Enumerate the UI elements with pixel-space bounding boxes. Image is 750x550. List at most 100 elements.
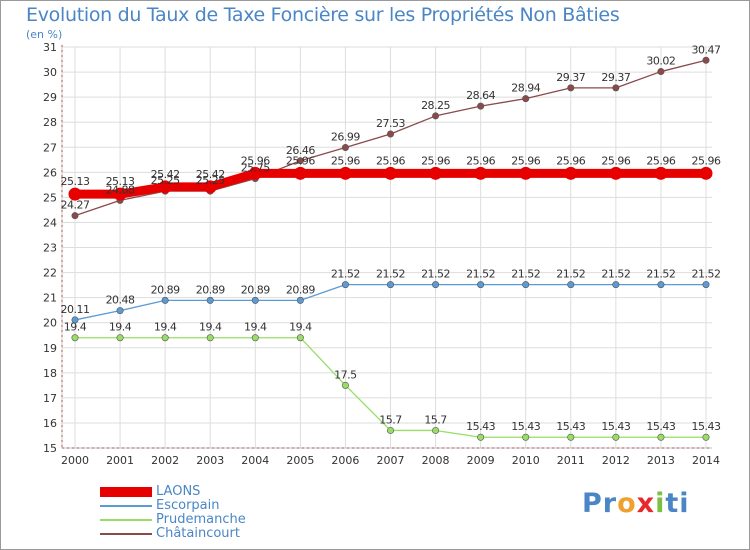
data-label-prudemanche: 15.43 — [466, 420, 495, 433]
legend-label-escorpain: Escorpain — [156, 498, 220, 513]
proxiti-logo: Proxiti — [582, 488, 690, 519]
y-tick-label: 30 — [43, 66, 57, 79]
data-point-chataincourt — [657, 68, 665, 76]
data-point-prudemanche — [71, 334, 79, 342]
data-label-prudemanche: 15.7 — [424, 413, 447, 426]
data-label-escorpain: 21.52 — [556, 268, 585, 281]
data-point-chataincourt — [702, 56, 710, 64]
data-point-laons — [654, 166, 668, 180]
data-label-chataincourt: 25.25 — [151, 174, 180, 187]
data-point-escorpain — [702, 281, 710, 289]
data-label-prudemanche: 19.4 — [109, 321, 132, 334]
data-point-laons — [429, 166, 443, 180]
data-point-prudemanche — [477, 433, 485, 441]
data-point-prudemanche — [702, 433, 710, 441]
data-point-prudemanche — [341, 381, 349, 389]
x-tick-label: 2014 — [692, 454, 720, 467]
legend-item-laons: LAONS — [100, 485, 246, 499]
data-label-escorpain: 21.52 — [466, 268, 495, 281]
data-point-chataincourt — [477, 102, 485, 110]
data-point-laons — [564, 166, 578, 180]
y-tick-label: 17 — [43, 392, 57, 405]
data-point-chataincourt — [386, 130, 394, 138]
data-point-chataincourt — [71, 212, 79, 220]
logo-part: x — [636, 488, 656, 519]
x-tick-label: 2009 — [467, 454, 495, 467]
data-point-chataincourt — [612, 84, 620, 92]
data-label-prudemanche: 19.4 — [154, 321, 177, 334]
data-point-prudemanche — [612, 433, 620, 441]
legend-swatch-prudemanche — [100, 519, 152, 521]
data-label-chataincourt: 28.25 — [421, 99, 450, 112]
data-label-laons: 25.96 — [286, 154, 315, 167]
data-label-chataincourt: 26.46 — [286, 144, 315, 157]
logo-part: ti — [665, 488, 690, 519]
data-label-chataincourt: 25.75 — [241, 162, 270, 175]
data-point-escorpain — [477, 281, 485, 289]
legend-swatch-chataincourt — [100, 533, 152, 535]
data-label-laons: 25.42 — [151, 168, 180, 181]
x-tick-label: 2008 — [422, 454, 450, 467]
y-tick-label: 28 — [43, 116, 57, 129]
y-tick-label: 21 — [43, 292, 57, 305]
data-point-laons — [609, 166, 623, 180]
legend-swatch-escorpain — [100, 505, 152, 507]
data-point-escorpain — [612, 281, 620, 289]
logo-part: o — [617, 488, 637, 519]
data-point-escorpain — [161, 296, 169, 304]
data-point-escorpain — [657, 281, 665, 289]
data-label-escorpain: 20.89 — [286, 283, 315, 296]
x-tick-label: 2002 — [151, 454, 179, 467]
legend-item-chataincourt: Châtaincourt — [100, 527, 246, 541]
data-point-laons — [248, 166, 262, 180]
data-label-prudemanche: 15.43 — [646, 420, 675, 433]
x-tick-label: 2011 — [557, 454, 585, 467]
data-point-prudemanche — [206, 334, 214, 342]
y-tick-label: 22 — [43, 267, 57, 280]
x-tick-label: 2001 — [106, 454, 134, 467]
data-label-laons: 25.96 — [692, 154, 721, 167]
data-label-prudemanche: 15.7 — [379, 413, 402, 426]
data-label-laons: 25.13 — [61, 175, 90, 188]
data-point-prudemanche — [116, 334, 124, 342]
y-tick-label: 29 — [43, 91, 57, 104]
data-point-escorpain — [71, 316, 79, 324]
data-label-chataincourt: 24.88 — [106, 183, 135, 196]
x-tick-label: 2000 — [61, 454, 89, 467]
data-label-escorpain: 21.52 — [511, 268, 540, 281]
data-label-prudemanche: 17.5 — [334, 368, 357, 381]
data-label-prudemanche: 19.4 — [64, 321, 87, 334]
data-label-prudemanche: 15.43 — [556, 420, 585, 433]
data-point-prudemanche — [657, 433, 665, 441]
data-label-prudemanche: 15.43 — [692, 420, 721, 433]
data-label-laons: 25.42 — [196, 168, 225, 181]
data-label-prudemanche: 15.43 — [511, 420, 540, 433]
data-point-laons — [519, 166, 533, 180]
data-label-laons: 25.96 — [466, 154, 495, 167]
data-point-prudemanche — [432, 426, 440, 434]
legend-swatch-laons — [100, 487, 152, 497]
y-tick-label: 27 — [43, 141, 57, 154]
data-label-laons: 25.96 — [376, 154, 405, 167]
data-point-chataincourt — [567, 84, 575, 92]
data-label-escorpain: 21.52 — [601, 268, 630, 281]
data-point-laons — [699, 166, 713, 180]
y-tick-label: 20 — [43, 317, 57, 330]
data-label-chataincourt: 30.47 — [692, 43, 721, 56]
data-point-laons — [68, 187, 82, 201]
data-point-laons — [158, 180, 172, 194]
data-label-chataincourt: 29.37 — [601, 71, 630, 84]
data-point-laons — [474, 166, 488, 180]
data-point-escorpain — [432, 281, 440, 289]
data-point-chataincourt — [296, 157, 304, 165]
data-label-escorpain: 21.52 — [376, 268, 405, 281]
logo-part: Pr — [582, 488, 618, 519]
legend-label-laons: LAONS — [156, 484, 201, 499]
data-label-laons: 25.13 — [106, 175, 135, 188]
data-point-laons — [113, 187, 127, 201]
data-point-escorpain — [341, 281, 349, 289]
data-label-prudemanche: 19.4 — [289, 321, 312, 334]
data-point-escorpain — [386, 281, 394, 289]
